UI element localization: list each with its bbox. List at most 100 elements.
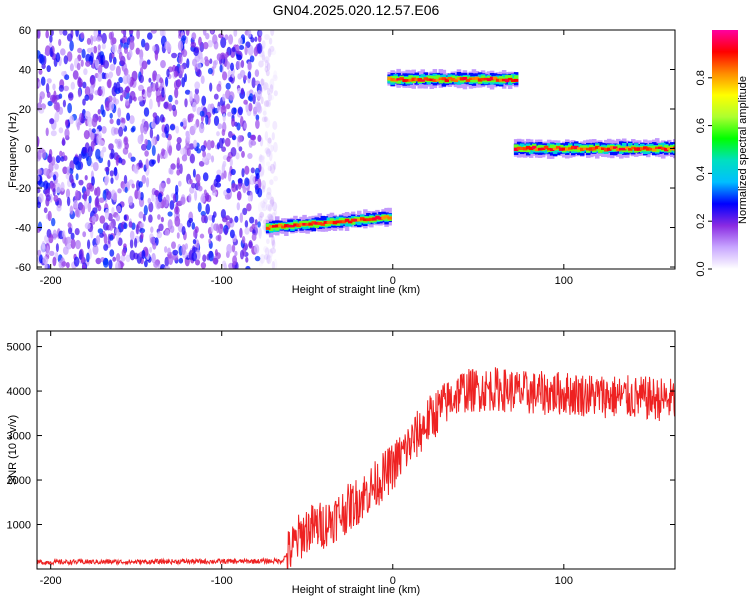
noise-blob xyxy=(77,47,83,54)
noise-blob xyxy=(47,210,52,222)
ridge-3-cell xyxy=(598,146,603,150)
ridge-1-cell xyxy=(314,221,319,225)
noise-blob xyxy=(261,180,266,190)
noise-blob xyxy=(141,143,147,151)
noise-blob xyxy=(69,63,74,72)
noise-blob xyxy=(213,115,220,126)
noise-blob xyxy=(97,204,102,212)
noise-blob xyxy=(120,254,126,262)
noise-blob xyxy=(55,243,59,253)
ridge-1-cell xyxy=(308,222,313,226)
ridge-3-cell xyxy=(549,144,555,152)
noise-blob xyxy=(101,42,106,50)
noise-blob xyxy=(53,194,59,203)
y-tick-label: -40 xyxy=(15,223,31,235)
noise-blob xyxy=(257,134,262,142)
ridge-2-cell xyxy=(504,78,510,83)
ridge-3-cell xyxy=(531,145,537,150)
noise-blob xyxy=(228,91,235,101)
noise-blob xyxy=(235,45,240,51)
ridge-1-cell xyxy=(375,215,380,220)
noise-blob xyxy=(88,195,92,204)
noise-blob xyxy=(75,239,81,250)
noise-blob xyxy=(265,69,270,77)
noise-blob xyxy=(140,232,144,240)
noise-blob xyxy=(91,215,97,223)
noise-blob xyxy=(84,94,90,101)
noise-blob xyxy=(65,188,71,199)
noise-blob xyxy=(131,183,135,189)
noise-blob xyxy=(84,86,91,97)
ridge-1-cell xyxy=(317,222,322,225)
noise-blob xyxy=(205,203,210,215)
noise-blob xyxy=(38,81,42,88)
noise-blob xyxy=(121,248,127,257)
noise-blob xyxy=(52,83,56,91)
ridge-1-cell xyxy=(290,225,295,228)
ridge-2-cell xyxy=(393,79,398,82)
noise-blob xyxy=(273,141,278,153)
noise-blob xyxy=(186,58,190,69)
noise-blob xyxy=(109,118,114,125)
noise-blob xyxy=(226,188,231,194)
noise-blob xyxy=(100,54,104,66)
noise-blob xyxy=(166,177,171,185)
noise-blob xyxy=(108,213,113,222)
noise-blob xyxy=(115,155,119,166)
snr-y-label: SNR (10 * v/v) xyxy=(7,415,19,485)
ridge-2-cell xyxy=(435,75,441,82)
noise-blob xyxy=(88,93,94,101)
noise-blob xyxy=(125,85,130,94)
noise-blob xyxy=(73,156,79,165)
noise-blob xyxy=(152,45,156,52)
noise-blob xyxy=(150,226,154,233)
noise-blob xyxy=(181,35,187,41)
noise-blob xyxy=(137,96,144,102)
noise-blob xyxy=(262,185,266,193)
noise-blob xyxy=(118,76,124,84)
noise-blob xyxy=(124,142,129,150)
noise-blob xyxy=(37,226,41,233)
noise-blob xyxy=(206,152,212,161)
noise-blob xyxy=(44,188,50,198)
noise-blob xyxy=(254,36,258,42)
noise-blob xyxy=(141,174,147,184)
noise-blob xyxy=(66,51,73,62)
ridge-2-cell xyxy=(414,78,419,82)
x-tick-label: 0 xyxy=(390,275,396,287)
noise-blob xyxy=(239,227,243,238)
noise-blob xyxy=(114,138,119,144)
noise-blob xyxy=(257,35,262,43)
noise-blob xyxy=(262,224,267,230)
ridge-1-cell xyxy=(354,218,359,222)
noise-blob xyxy=(119,94,124,102)
noise-blob xyxy=(273,209,278,216)
noise-blob xyxy=(259,86,263,94)
noise-blob xyxy=(52,229,58,240)
noise-blob xyxy=(207,40,213,48)
ridge-1-cell xyxy=(278,223,283,228)
ridge-3-cell xyxy=(574,147,579,152)
noise-blob xyxy=(63,85,69,92)
noise-blob xyxy=(244,45,248,56)
noise-blob xyxy=(138,85,143,92)
noise-blob xyxy=(140,191,144,201)
noise-blob xyxy=(64,119,69,127)
noise-blob xyxy=(198,123,205,134)
noise-blob xyxy=(62,166,68,175)
noise-blob xyxy=(220,37,227,49)
noise-blob xyxy=(222,71,228,81)
noise-blob xyxy=(84,175,88,181)
noise-blob xyxy=(47,100,53,107)
ridge-3-cell xyxy=(558,147,564,151)
ridge-2-cell xyxy=(483,77,489,81)
noise-blob xyxy=(174,99,179,105)
ridge-1-cell xyxy=(381,216,386,220)
noise-blob xyxy=(239,212,243,223)
noise-blob xyxy=(58,30,63,36)
noise-blob xyxy=(177,40,184,51)
noise-blob xyxy=(196,148,202,154)
noise-blob xyxy=(141,249,146,260)
x-tick-label: 100 xyxy=(555,575,573,587)
